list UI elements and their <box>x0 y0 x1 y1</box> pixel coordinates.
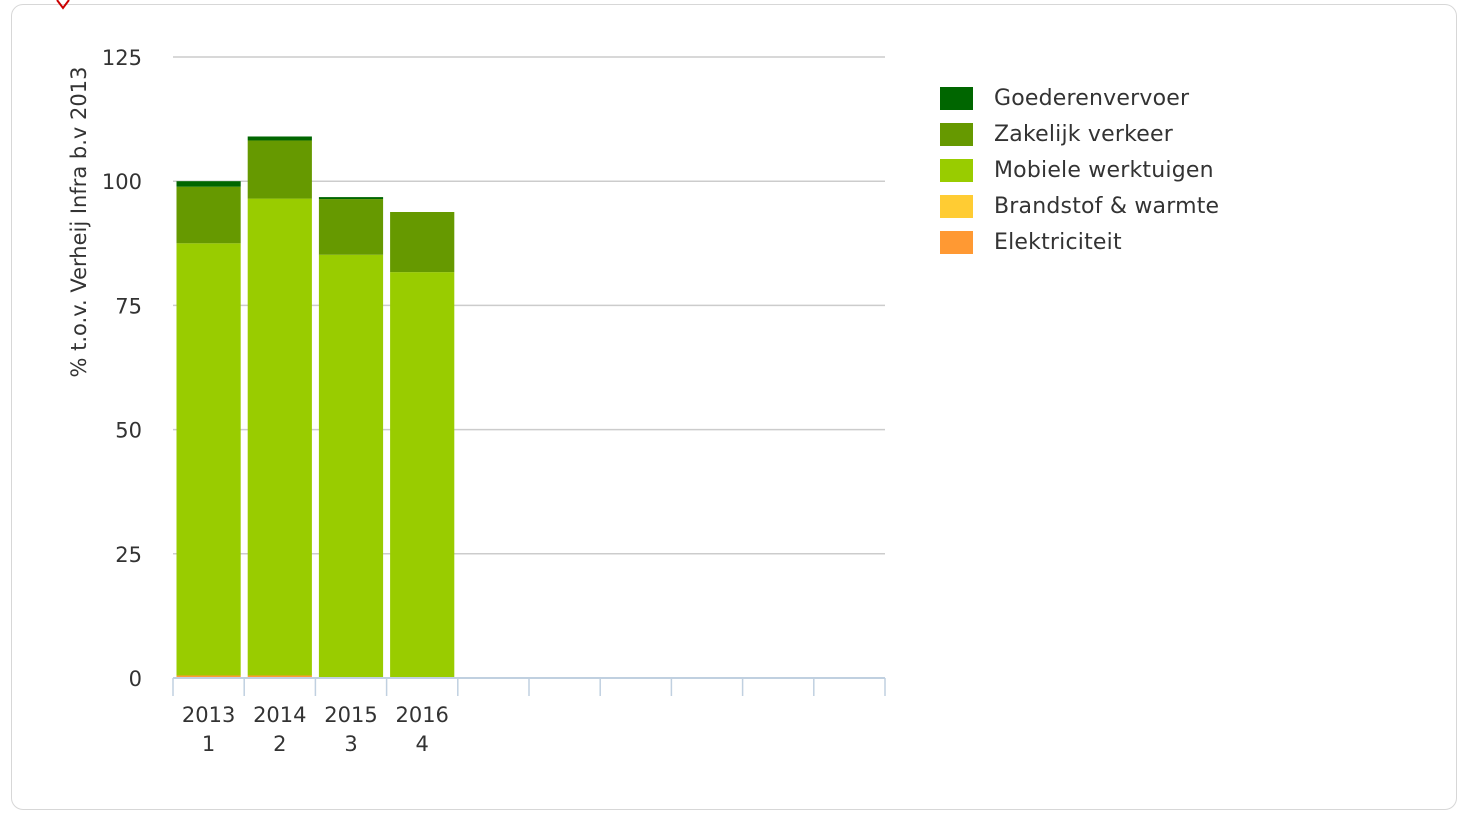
bar-segment <box>247 136 312 141</box>
bar-segment <box>176 243 241 676</box>
legend-label: Mobiele werktuigen <box>994 157 1214 183</box>
legend-item[interactable]: Zakelijk verkeer <box>940 116 1219 152</box>
legend-label: Elektriciteit <box>994 229 1122 255</box>
y-tick-label: 125 <box>102 46 142 70</box>
x-tick-label-index: 2 <box>273 732 286 756</box>
legend-item[interactable]: Goederenvervoer <box>940 80 1219 116</box>
bar-segment <box>176 181 241 187</box>
x-tick-label-index: 1 <box>202 732 215 756</box>
legend-item[interactable]: Mobiele werktuigen <box>940 152 1219 188</box>
legend-swatch <box>940 194 973 218</box>
bar-segment <box>318 254 384 678</box>
x-tick-label-index: 4 <box>416 732 429 756</box>
bar-segment <box>176 675 241 678</box>
legend-label: Zakelijk verkeer <box>994 121 1173 147</box>
bars <box>176 136 455 678</box>
x-tick-label-index: 3 <box>344 732 357 756</box>
y-tick-label: 75 <box>115 294 142 318</box>
chart-legend: Goederenvervoer Zakelijk verkeer Mobiele w… <box>940 80 1219 260</box>
bar-segment <box>390 272 455 678</box>
bar-segment <box>318 197 384 200</box>
bar-segment <box>176 186 241 244</box>
bar-segment <box>247 675 312 678</box>
legend-swatch <box>940 122 973 146</box>
y-axis-label: % t.o.v. Verheij Infra b.v 2013 <box>67 67 91 378</box>
legend-label: Brandstof & warmte <box>994 193 1220 219</box>
bar-segment <box>390 212 455 273</box>
x-axis: 2013 1 2014 2 2015 3 2016 4 <box>172 677 886 756</box>
legend-swatch <box>940 86 973 110</box>
x-tick-label-year: 2014 <box>253 703 306 727</box>
legend-label: Goederenvervoer <box>994 85 1190 111</box>
y-tick-label: 50 <box>115 419 142 443</box>
x-tick-label-year: 2015 <box>324 703 377 727</box>
x-tick-label-year: 2013 <box>182 703 235 727</box>
bar-segment <box>247 198 312 676</box>
y-tick-label: 100 <box>102 170 142 194</box>
bar-segment <box>318 199 384 255</box>
y-axis-tick-labels: 0 25 50 75 100 125 <box>102 46 142 691</box>
y-tick-label: 0 <box>129 667 142 691</box>
corner-marker-icon <box>56 0 70 10</box>
legend-item[interactable]: Elektriciteit <box>940 224 1219 260</box>
y-tick-label: 25 <box>115 543 142 567</box>
bar-segment <box>247 140 312 199</box>
x-tick-label-year: 2016 <box>395 703 448 727</box>
legend-swatch <box>940 158 973 182</box>
legend-swatch <box>940 230 973 254</box>
legend-item[interactable]: Brandstof & warmte <box>940 188 1219 224</box>
